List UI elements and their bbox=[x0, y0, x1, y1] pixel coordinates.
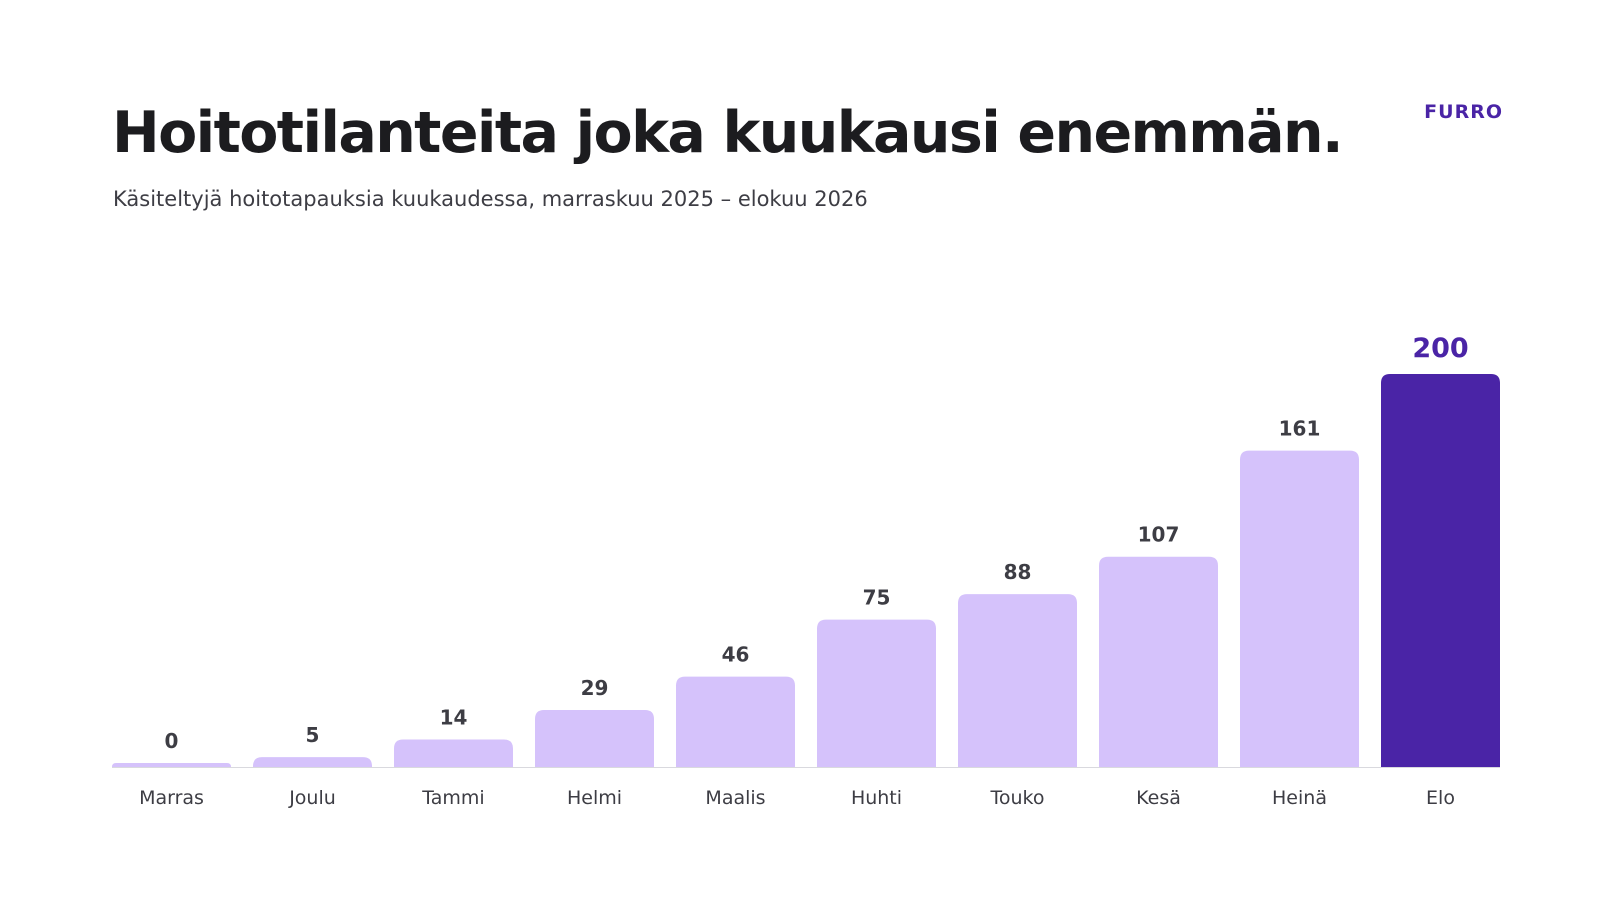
value-label-3: 29 bbox=[581, 676, 609, 700]
value-label-9: 200 bbox=[1412, 333, 1468, 364]
value-label-4: 46 bbox=[722, 643, 750, 667]
category-label-5: Huhti bbox=[851, 787, 902, 809]
bar-7 bbox=[1099, 556, 1218, 767]
value-label-8: 161 bbox=[1279, 417, 1321, 441]
category-label-3: Helmi bbox=[567, 787, 622, 809]
category-label-1: Joulu bbox=[288, 787, 336, 809]
brand-logo: FURRO bbox=[1424, 101, 1503, 123]
category-label-6: Touko bbox=[990, 787, 1045, 809]
value-label-0: 0 bbox=[165, 729, 179, 753]
bar-4 bbox=[676, 676, 795, 767]
value-label-1: 5 bbox=[306, 723, 320, 747]
bar-8 bbox=[1240, 450, 1359, 767]
category-label-7: Kesä bbox=[1136, 787, 1181, 809]
category-label-9: Elo bbox=[1426, 787, 1455, 809]
value-labels-group: 0 5 14 29 46 75 88 107 161 200 bbox=[165, 333, 1469, 753]
page-title: Hoitotilanteita joka kuukausi enemmän. bbox=[112, 100, 1344, 166]
bars-group bbox=[112, 374, 1500, 767]
page-subtitle: Käsiteltyjä hoitotapauksia kuukaudessa, … bbox=[113, 187, 868, 211]
bar-9 bbox=[1381, 374, 1500, 767]
bar-0 bbox=[112, 763, 231, 767]
category-label-4: Maalis bbox=[705, 787, 765, 809]
bar-6 bbox=[958, 594, 1077, 767]
bar-5 bbox=[817, 619, 936, 767]
value-label-7: 107 bbox=[1138, 523, 1180, 547]
category-label-2: Tammi bbox=[421, 787, 484, 809]
bar-2 bbox=[394, 739, 513, 767]
bar-1 bbox=[253, 757, 372, 767]
category-label-8: Heinä bbox=[1272, 787, 1327, 809]
value-label-2: 14 bbox=[440, 705, 468, 729]
value-label-6: 88 bbox=[1004, 560, 1032, 584]
value-label-5: 75 bbox=[863, 586, 891, 610]
category-label-0: Marras bbox=[139, 787, 204, 809]
bar-3 bbox=[535, 710, 654, 767]
category-labels-group: Marras Joulu Tammi Helmi Maalis Huhti Touko Kes… bbox=[139, 787, 1455, 809]
